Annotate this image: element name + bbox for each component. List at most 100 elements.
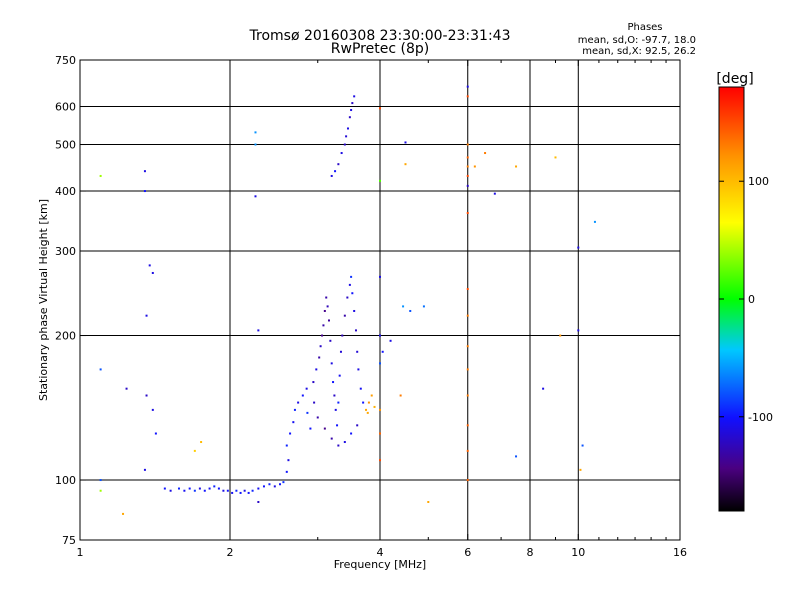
data-point	[145, 394, 148, 397]
data-point	[319, 345, 322, 348]
data-point	[389, 339, 392, 342]
data-points	[99, 85, 596, 515]
data-point	[466, 479, 469, 482]
x-tick-label: 16	[673, 546, 687, 559]
data-point	[379, 334, 381, 337]
colorbar-tick-label: 100	[748, 175, 769, 188]
data-point	[151, 408, 154, 411]
data-point	[285, 444, 288, 447]
data-point	[554, 156, 557, 159]
data-point	[282, 481, 285, 484]
y-tick-label: 200	[55, 330, 76, 343]
data-point	[353, 309, 356, 312]
data-point	[379, 275, 381, 278]
data-point	[313, 401, 316, 404]
data-point	[379, 459, 381, 462]
data-point	[542, 387, 545, 390]
phases-heading: Phases	[627, 22, 662, 33]
data-point	[125, 387, 128, 390]
x-axis-label: Frequency [MHz]	[334, 558, 426, 571]
data-point	[409, 309, 412, 312]
data-point	[581, 444, 584, 447]
data-point	[329, 339, 332, 342]
data-point	[239, 491, 242, 494]
data-point	[379, 408, 381, 411]
data-point	[379, 432, 381, 435]
data-point	[404, 163, 407, 166]
data-point	[366, 411, 369, 414]
y-tick-label: 600	[55, 101, 76, 114]
data-point	[273, 485, 276, 488]
x-tick-label: 1	[77, 546, 84, 559]
data-point	[183, 489, 186, 492]
data-point	[154, 432, 157, 435]
chart-subtitle: RwPretec (8p)	[331, 41, 429, 57]
data-point	[593, 220, 596, 223]
chart-title: Tromsø 20160308 23:30:00-23:31:43	[249, 28, 511, 44]
y-tick-label: 750	[55, 54, 76, 67]
data-point	[208, 487, 211, 490]
data-point	[254, 195, 257, 198]
data-point	[341, 334, 344, 337]
data-point	[473, 165, 476, 168]
data-point	[169, 489, 172, 492]
data-point	[402, 305, 405, 308]
data-point	[198, 487, 201, 490]
data-point	[262, 485, 265, 488]
data-point	[322, 324, 325, 327]
data-point	[330, 362, 333, 365]
data-point	[306, 411, 309, 414]
data-point	[188, 487, 191, 490]
data-point	[484, 152, 487, 155]
data-point	[289, 432, 292, 435]
data-point	[143, 190, 146, 193]
data-point	[148, 264, 151, 267]
data-point	[356, 350, 359, 353]
data-point	[334, 408, 337, 411]
data-point	[292, 421, 295, 424]
data-point	[345, 135, 348, 138]
data-point	[346, 296, 349, 299]
data-point	[466, 394, 469, 397]
data-point	[350, 275, 353, 278]
data-point	[339, 350, 342, 353]
data-point	[362, 401, 365, 404]
data-point	[305, 387, 308, 390]
data-point	[373, 405, 376, 408]
data-point	[231, 491, 234, 494]
colorbar-tick-label: -100	[748, 411, 773, 424]
phases-line-o: mean, sd,O: -97.7, 18.0	[578, 35, 696, 46]
data-point	[200, 441, 203, 444]
data-point	[343, 143, 346, 146]
data-point	[285, 470, 288, 473]
data-point	[381, 350, 384, 353]
y-tick-label: 400	[55, 185, 76, 198]
data-point	[404, 141, 407, 144]
data-point	[379, 107, 381, 110]
data-point	[333, 394, 336, 397]
colorbar-label: [deg]	[716, 71, 753, 87]
data-point	[466, 165, 469, 168]
data-point	[163, 487, 166, 490]
y-tick-label: 500	[55, 139, 76, 152]
x-tick-label: 8	[527, 546, 534, 559]
data-point	[323, 309, 326, 312]
data-point	[318, 356, 321, 359]
data-point	[577, 329, 580, 332]
data-point	[99, 174, 102, 177]
data-point	[193, 489, 196, 492]
data-point	[337, 444, 340, 447]
data-point	[379, 362, 381, 365]
data-point	[427, 500, 430, 503]
x-tick-label: 4	[377, 546, 384, 559]
data-point	[466, 143, 469, 146]
data-point	[145, 314, 148, 317]
data-point	[466, 95, 469, 98]
data-point	[338, 374, 341, 377]
data-point	[297, 401, 300, 404]
data-point	[515, 165, 518, 168]
axis-ticks: 1 2 4 6 8 10 16 75 100 200 300 400 500 600 750	[55, 54, 687, 559]
data-point	[356, 424, 359, 427]
data-point	[222, 489, 225, 492]
